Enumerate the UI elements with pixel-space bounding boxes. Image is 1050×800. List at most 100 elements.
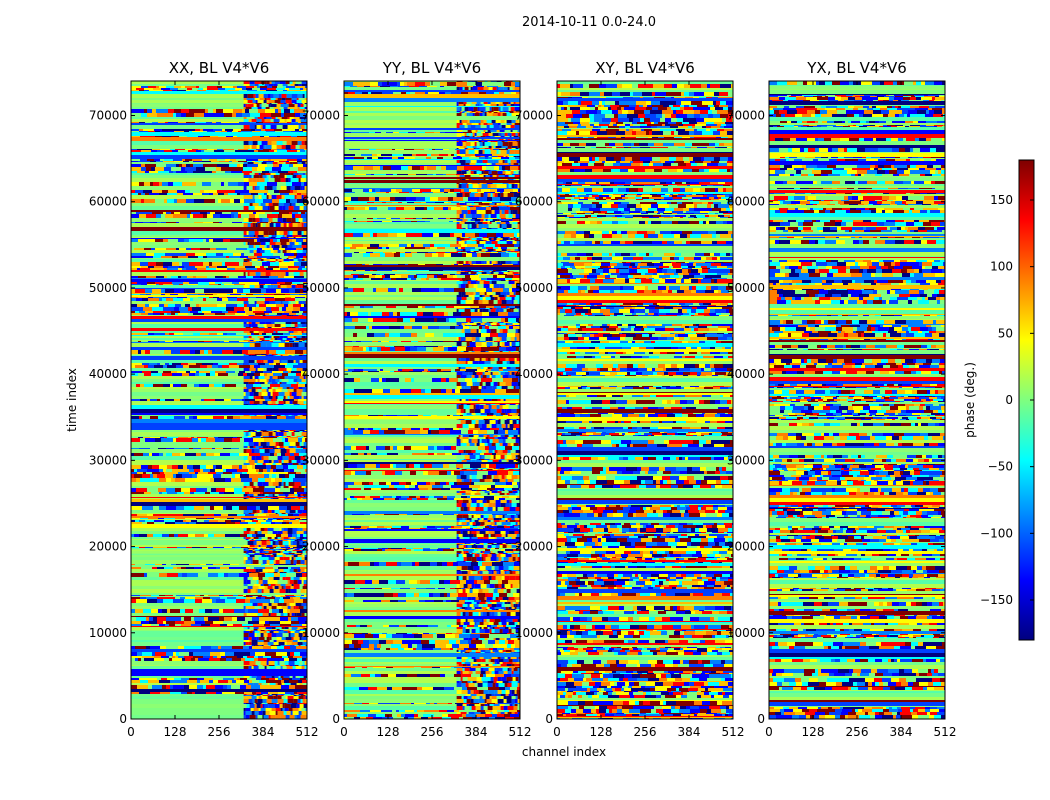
- heatmap-cell: [281, 637, 286, 640]
- heatmap-cell: [296, 531, 299, 534]
- heatmap-cell: [461, 107, 465, 111]
- heatmap-cell: [248, 141, 253, 145]
- heatmap-cell: [240, 416, 251, 419]
- heatmap-cell: [290, 550, 293, 551]
- heatmap-cell: [267, 696, 274, 699]
- heatmap-band: [131, 649, 307, 652]
- heatmap-cell: [294, 492, 297, 494]
- heatmap-cell: [466, 123, 472, 125]
- heatmap-cell: [272, 396, 276, 399]
- heatmap-cell: [211, 161, 219, 162]
- heatmap-cell: [242, 599, 245, 603]
- heatmap-cell: [295, 676, 300, 678]
- heatmap-cell: [267, 360, 274, 363]
- heatmap-cell: [131, 304, 137, 307]
- heatmap-cell: [278, 494, 285, 496]
- heatmap-cell: [246, 98, 253, 100]
- heatmap-cell: [210, 136, 218, 137]
- heatmap-band: [131, 387, 244, 389]
- heatmap-cell: [300, 88, 303, 90]
- heatmap-cell: [264, 488, 275, 492]
- heatmap-cell: [131, 268, 137, 270]
- heatmap-cell: [145, 520, 154, 522]
- heatmap-cell: [466, 113, 469, 116]
- heatmap-cell: [247, 506, 256, 510]
- heatmap-cell: [183, 282, 189, 284]
- heatmap-cell: [249, 453, 254, 456]
- heatmap-cell: [218, 646, 221, 649]
- heatmap-cell: [247, 678, 256, 680]
- heatmap-cell: [298, 680, 302, 683]
- heatmap-cell: [268, 203, 273, 206]
- heatmap-cell: [250, 282, 259, 284]
- heatmap-cell: [135, 609, 143, 613]
- heatmap-cell: [264, 294, 274, 295]
- heatmap-cell: [243, 557, 248, 560]
- heatmap-cell: [290, 250, 297, 253]
- heatmap-cell: [179, 284, 183, 285]
- heatmap-band: [131, 715, 244, 719]
- heatmap-cell: [197, 90, 206, 91]
- heatmap-cell: [305, 218, 307, 222]
- heatmap-band: [131, 84, 244, 86]
- heatmap-cell: [249, 307, 252, 311]
- heatmap-cell: [291, 637, 294, 640]
- heatmap-cell: [187, 88, 192, 90]
- heatmap-cell: [305, 474, 307, 478]
- heatmap-band: [131, 238, 307, 239]
- heatmap-cell: [179, 222, 187, 223]
- heatmap-cell: [249, 258, 254, 259]
- heatmap-cell: [213, 214, 217, 218]
- heatmap-cell: [280, 573, 286, 577]
- heatmap-cell: [466, 141, 473, 142]
- heatmap-cell: [300, 119, 307, 122]
- heatmap-cell: [131, 350, 138, 354]
- heatmap-cell: [299, 584, 304, 586]
- heatmap-cell: [408, 132, 416, 133]
- heatmap-cell: [158, 448, 166, 449]
- heatmap-cell: [255, 100, 258, 103]
- heatmap-cell: [164, 350, 171, 354]
- heatmap-cell: [303, 88, 307, 90]
- heatmap-cell: [258, 94, 264, 98]
- heatmap-cell: [224, 193, 228, 195]
- heatmap-cell: [376, 149, 382, 150]
- heatmap-cell: [289, 387, 294, 389]
- heatmap-cell: [288, 237, 294, 238]
- heatmap-cell: [243, 289, 250, 293]
- heatmap-band: [131, 436, 244, 437]
- heatmap-cell: [493, 125, 500, 128]
- heatmap-cell: [486, 125, 490, 128]
- heatmap-cell: [262, 463, 266, 465]
- heatmap-cell: [168, 438, 173, 442]
- heatmap-cell: [279, 560, 286, 564]
- heatmap-cell: [269, 276, 278, 278]
- heatmap-cell: [301, 496, 304, 497]
- heatmap-cell: [298, 327, 305, 328]
- heatmap-cell: [254, 550, 259, 551]
- heatmap-cell: [188, 307, 192, 311]
- heatmap-cell: [296, 460, 301, 463]
- heatmap-cell: [292, 666, 296, 669]
- heatmap-cell: [278, 631, 284, 633]
- heatmap-cell: [282, 307, 286, 311]
- heatmap-cell: [487, 86, 498, 87]
- heatmap-cell: [268, 456, 272, 460]
- heatmap-cell: [280, 250, 283, 253]
- heatmap-cell: [250, 560, 253, 564]
- heatmap-cell: [265, 415, 272, 416]
- heatmap-cell: [285, 584, 292, 586]
- heatmap-cell: [283, 613, 288, 616]
- heatmap-band: [131, 524, 307, 528]
- heatmap-cell: [275, 223, 281, 227]
- heatmap-cell: [280, 223, 284, 227]
- heatmap-cell: [131, 692, 139, 694]
- heatmap-cell: [258, 569, 263, 572]
- heatmap-cell: [181, 384, 187, 387]
- heatmap-cell: [461, 92, 468, 94]
- y-tick-label: 10000: [89, 626, 127, 640]
- heatmap-cell: [297, 150, 300, 152]
- heatmap-cell: [191, 646, 201, 649]
- heatmap-cell: [193, 214, 203, 218]
- heatmap-cell: [226, 522, 235, 524]
